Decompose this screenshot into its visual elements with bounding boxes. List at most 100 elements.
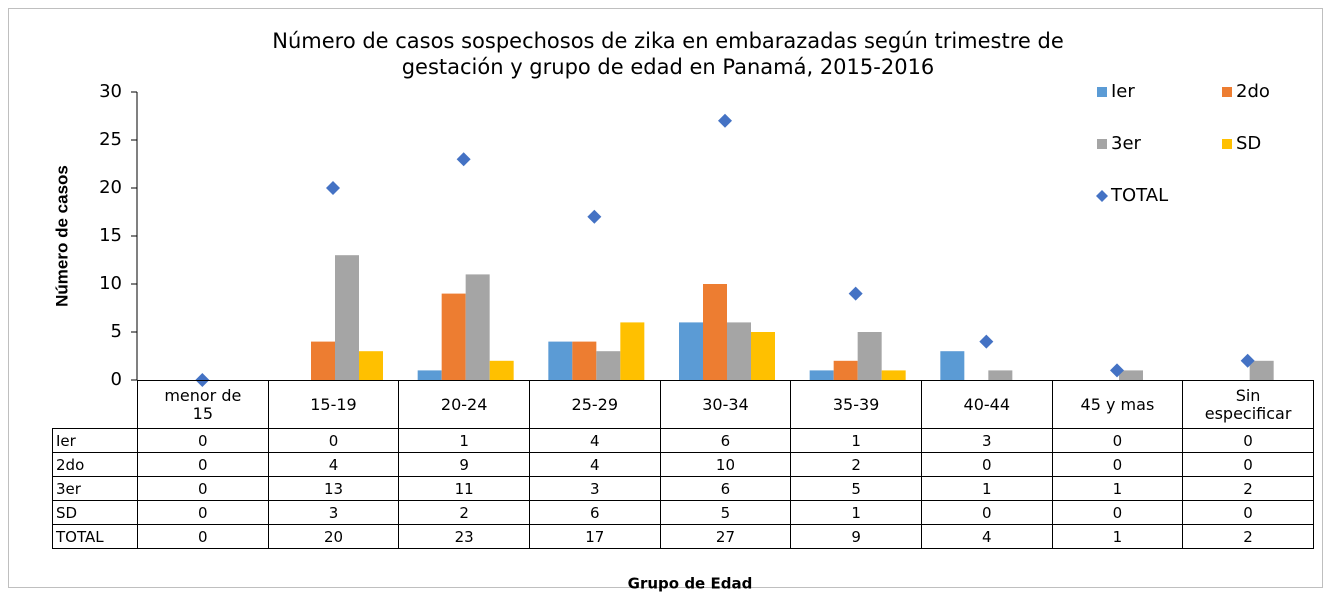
table-cell: 3 bbox=[267, 500, 400, 525]
table-cell: 0 bbox=[920, 452, 1053, 477]
table-cell: 0 bbox=[1051, 500, 1184, 525]
table-cell: 0 bbox=[137, 476, 269, 501]
table-cell: 1 bbox=[398, 428, 530, 453]
bar bbox=[857, 332, 882, 380]
table-cell: 1 bbox=[920, 476, 1053, 501]
table-cell: 0 bbox=[137, 452, 269, 477]
legend-label: TOTAL bbox=[1110, 185, 1168, 206]
table-cell: 9 bbox=[790, 524, 922, 549]
table-cell: 1 bbox=[790, 500, 922, 525]
table-cell: 13 bbox=[267, 476, 400, 501]
table-cell: 20 bbox=[267, 524, 400, 549]
x-tick-label: 45 y mas bbox=[1051, 380, 1184, 429]
chart-title: Número de casos sospechosos de zika en e… bbox=[272, 29, 1064, 53]
table-cell: 2 bbox=[398, 500, 530, 525]
table-cell: 2 bbox=[790, 452, 922, 477]
bar bbox=[489, 360, 514, 380]
table-cell: 9 bbox=[398, 452, 530, 477]
total-marker bbox=[1110, 363, 1124, 378]
legend-swatch bbox=[1222, 139, 1232, 149]
bar bbox=[465, 274, 490, 380]
x-tick-label: 40-44 bbox=[920, 380, 1053, 429]
bar bbox=[572, 341, 597, 380]
table-cell: 4 bbox=[528, 452, 661, 477]
bar bbox=[441, 293, 466, 380]
legend-swatch bbox=[1097, 139, 1107, 149]
x-axis-title: Grupo de Edad bbox=[628, 575, 753, 593]
bar bbox=[940, 351, 965, 380]
table-cell: 0 bbox=[1182, 500, 1314, 525]
x-tick-label: 30-34 bbox=[659, 380, 792, 429]
table-cell: 0 bbox=[267, 428, 400, 453]
x-tick-label: 25-29 bbox=[528, 380, 661, 429]
bar bbox=[1249, 360, 1274, 380]
table-cell: 3 bbox=[920, 428, 1053, 453]
table-cell: 4 bbox=[528, 428, 661, 453]
x-tick-label: 20-24 bbox=[398, 380, 530, 429]
bar bbox=[727, 322, 751, 380]
total-marker bbox=[848, 286, 863, 301]
y-tick-label: 20 bbox=[99, 177, 122, 198]
bar bbox=[311, 341, 335, 380]
legend-label: 2do bbox=[1236, 81, 1270, 102]
total-marker bbox=[456, 152, 471, 167]
y-tick-label: 10 bbox=[99, 273, 122, 294]
table-cell: 0 bbox=[1051, 452, 1184, 477]
table-cell: 17 bbox=[528, 524, 661, 549]
y-tick-label: 30 bbox=[99, 81, 122, 102]
table-cell: 4 bbox=[920, 524, 1053, 549]
table-cell: 6 bbox=[659, 476, 792, 501]
table-row: TOTAL 0 20 23 17 27 9 4 1 2 bbox=[52, 524, 1314, 549]
chart-frame bbox=[8, 8, 1323, 588]
table-cell: 5 bbox=[659, 500, 792, 525]
y-axis-title: Número de casos bbox=[52, 165, 71, 307]
bar bbox=[335, 255, 359, 380]
bar bbox=[809, 370, 834, 380]
bar bbox=[1119, 370, 1143, 380]
x-tick-label: Sin especificar bbox=[1182, 380, 1314, 429]
table-row: 2do 0 4 9 4 10 2 0 0 0 bbox=[52, 452, 1314, 477]
legend-swatch bbox=[1096, 190, 1108, 202]
table-cell: 0 bbox=[1182, 452, 1314, 477]
legend-label: 3er bbox=[1111, 133, 1142, 154]
table-row: Ier 0 0 1 4 6 1 3 0 0 bbox=[52, 428, 1314, 453]
table-cell: 4 bbox=[267, 452, 400, 477]
table-cell: 10 bbox=[659, 452, 792, 477]
bar bbox=[620, 322, 645, 380]
table-cell: 0 bbox=[137, 524, 269, 549]
bar bbox=[359, 351, 383, 380]
table-row-label: SD bbox=[52, 500, 138, 525]
table-row-label: Ier bbox=[52, 428, 138, 453]
bar bbox=[703, 284, 727, 380]
table-cell: 2 bbox=[1182, 476, 1314, 501]
table-cell: 1 bbox=[1051, 476, 1184, 501]
table-row: SD 0 3 2 6 5 1 0 0 0 bbox=[52, 500, 1314, 525]
table-cell: 3 bbox=[528, 476, 661, 501]
table-corner bbox=[52, 380, 138, 429]
table-row: 3er 0 13 11 3 6 5 1 1 2 bbox=[52, 476, 1314, 501]
bar bbox=[881, 370, 906, 380]
table-cell: 27 bbox=[659, 524, 792, 549]
bar bbox=[833, 360, 858, 380]
legend-swatch bbox=[1222, 87, 1232, 97]
total-marker bbox=[587, 209, 602, 224]
y-tick-label: 5 bbox=[111, 321, 122, 342]
total-marker bbox=[718, 113, 732, 128]
x-tick-label: menor de 15 bbox=[137, 380, 269, 429]
legend-label: SD bbox=[1236, 133, 1261, 154]
table-cell: 6 bbox=[528, 500, 661, 525]
y-tick-label: 0 bbox=[111, 369, 122, 390]
bar bbox=[417, 370, 442, 380]
x-tick-label: 15-19 bbox=[267, 380, 400, 429]
table-cell: 0 bbox=[1182, 428, 1314, 453]
table-row-label: TOTAL bbox=[52, 524, 138, 549]
bar bbox=[548, 341, 573, 380]
y-tick-label: 15 bbox=[99, 225, 122, 246]
chart-title: gestación y grupo de edad en Panamá, 201… bbox=[402, 55, 935, 79]
table-cell: 1 bbox=[1051, 524, 1184, 549]
table-cell: 0 bbox=[920, 500, 1053, 525]
table-cell: 23 bbox=[398, 524, 530, 549]
table-cell: 1 bbox=[790, 428, 922, 453]
